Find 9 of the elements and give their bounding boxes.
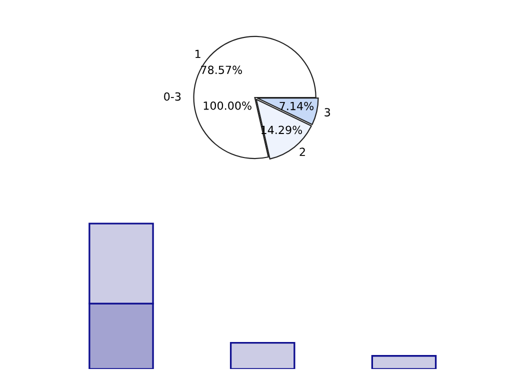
slice-label: 1	[196, 50, 200, 58]
bar	[230, 342, 296, 369]
slice-label: 2	[300, 148, 305, 156]
data-label: 7.14%	[280, 102, 314, 110]
text: 100.00%	[204, 101, 252, 110]
text: 0-3	[164, 92, 181, 101]
data-label: 78.57%	[201, 66, 242, 74]
bar	[371, 355, 437, 369]
slice-label: 3	[324, 108, 330, 116]
